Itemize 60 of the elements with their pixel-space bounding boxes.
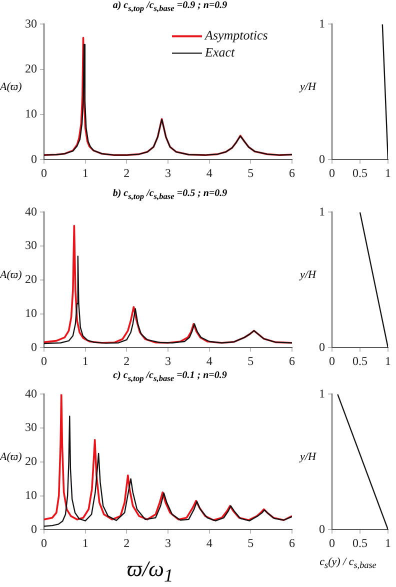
y-tick-label: 20 xyxy=(25,454,37,468)
x-tick-label: 0 xyxy=(329,536,335,550)
x-tick-label: 0 xyxy=(41,354,47,368)
x-tick-label: 1 xyxy=(82,166,88,180)
legend-label: Asymptotics xyxy=(204,28,268,43)
y-tick-label: 20 xyxy=(25,272,37,286)
y-tick-label: 1 xyxy=(319,16,325,30)
x-tick-label: 4 xyxy=(206,166,212,180)
x-axis-title: ϖ/ω$_{1}$ xyxy=(126,556,174,586)
chart-title: b) c$_{s,top}$ /c$_{s,base}$ =0.5 ; n=0.9 xyxy=(112,188,228,201)
y-tick-label: 0 xyxy=(31,522,37,536)
x-tick-label: 0 xyxy=(329,166,335,180)
x-tick-label: 6 xyxy=(289,354,295,368)
x-tick-label: 4 xyxy=(206,536,212,550)
y-tick-label: 20 xyxy=(25,61,37,76)
y-tick-label: 0 xyxy=(319,522,325,536)
x-tick-label: 3 xyxy=(165,354,171,368)
x-tick-label: 0 xyxy=(41,536,47,550)
x-tick-label: 1 xyxy=(385,536,391,550)
y-tick-label: 0 xyxy=(319,152,325,166)
y-tick-label: 10 xyxy=(25,106,37,121)
y-tick-label: 40 xyxy=(25,204,37,218)
x-tick-label: 1 xyxy=(385,354,391,368)
x-tick-label: 0 xyxy=(41,166,47,180)
x-tick-label: 2 xyxy=(124,536,130,550)
y-tick-label: 0 xyxy=(319,340,325,354)
x-axis-title: c$_{s}$(y) / c$_{s,base}$ xyxy=(318,556,378,570)
y-tick-label: 0 xyxy=(31,152,37,166)
y-axis-title: y/H xyxy=(300,451,316,463)
x-tick-label: 5 xyxy=(248,536,254,550)
y-tick-label: 0 xyxy=(31,340,37,354)
x-tick-label: 2 xyxy=(124,166,130,180)
chart-title: a) c$_{s,top}$ /c$_{s,base}$ =0.9 ; n=0.9 xyxy=(112,0,228,13)
x-tick-label: 5 xyxy=(248,354,254,368)
x-tick-label: 0 xyxy=(329,354,335,368)
x-tick-label: 1 xyxy=(82,536,88,550)
x-tick-label: 1 xyxy=(385,166,391,180)
y-axis-title: y/H xyxy=(300,269,316,281)
y-tick-label: 40 xyxy=(25,386,37,400)
x-tick-label: 6 xyxy=(289,536,295,550)
legend-label: Exact xyxy=(204,44,235,60)
x-tick-label: 1 xyxy=(82,354,88,368)
x-tick-label: 3 xyxy=(165,536,171,550)
y-tick-label: 1 xyxy=(319,386,325,400)
x-tick-label: 0.5 xyxy=(352,354,368,368)
chart-title: c) c$_{s,top}$ /c$_{s,base}$ =0.1 ; n=0.9 xyxy=(112,370,228,383)
x-tick-label: 3 xyxy=(165,166,171,180)
y-tick-label: 10 xyxy=(25,488,37,502)
y-axis-title: y/H xyxy=(300,81,316,93)
y-tick-label: 30 xyxy=(25,238,37,252)
y-tick-label: 10 xyxy=(25,306,37,320)
x-tick-label: 0.5 xyxy=(352,536,368,550)
x-tick-label: 0.5 xyxy=(352,166,368,180)
y-tick-label: 1 xyxy=(319,204,325,218)
x-tick-label: 6 xyxy=(289,166,295,180)
y-tick-label: 30 xyxy=(25,16,37,30)
x-tick-label: 2 xyxy=(124,354,130,368)
y-tick-label: 30 xyxy=(25,420,37,434)
x-tick-label: 4 xyxy=(206,354,212,368)
x-tick-label: 5 xyxy=(248,166,254,180)
